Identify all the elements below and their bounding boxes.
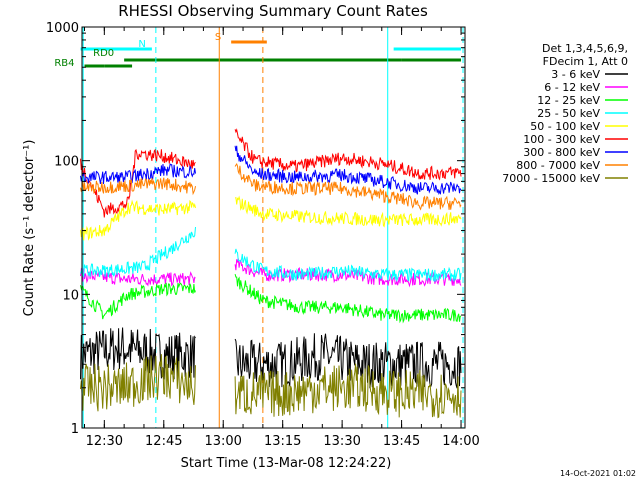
series-line-12-25-kev-pre [80, 282, 196, 320]
legend-label-6-12-kev: 6 - 12 keV [544, 81, 600, 94]
flag-rb4-label: RB4 [54, 58, 74, 69]
x-axis-label: Start Time (13-Mar-08 12:24:22) [181, 456, 392, 471]
legend-label-25-50-kev: 25 - 50 keV [537, 107, 600, 120]
series-layer [80, 128, 462, 419]
flag-rd0-label: RD0 [93, 48, 114, 59]
x-tick-label: 14:00 [442, 434, 479, 449]
axes-layer: 12:30 12:45 13:00 13:15 13:30 13:45 14:00 1 10 10… [46, 21, 480, 449]
legend-label-300-800-kev: 300 - 800 keV [523, 146, 600, 159]
x-tick-label: 12:45 [145, 434, 182, 449]
x-tick-label: 13:15 [264, 434, 301, 449]
series-line-100-300-kev-post [234, 128, 462, 181]
series-line-3-6-kev-pre [80, 327, 196, 380]
legend-label-7000-15000-kev: 7000 - 15000 keV [502, 172, 600, 185]
x-tick-label: 13:45 [383, 434, 420, 449]
y-axis-label: Count Rate (s⁻¹ detector⁻¹) [22, 140, 37, 317]
series-line-300-800-kev-post [234, 145, 462, 195]
y-tick-label: 1000 [46, 21, 79, 36]
legend-label-50-100-kev: 50 - 100 keV [530, 120, 600, 133]
legend-header-line-1: Det 1,3,4,5,6,9, [542, 42, 628, 55]
series-line-7000-15000-kev-post [234, 363, 462, 419]
y-tick-label: 100 [54, 155, 79, 170]
series-line-800-7000-kev-post [234, 162, 462, 211]
y-tick-label: 1 [71, 422, 79, 437]
legend-label-3-6-kev: 3 - 6 keV [551, 68, 600, 81]
x-tick-label: 13:00 [204, 434, 241, 449]
series-line-6-12-kev-post [234, 258, 462, 288]
series-line-25-50-kev-pre [80, 226, 196, 278]
series-line-50-100-kev-pre [80, 199, 196, 241]
chart-title: RHESSI Observing Summary Count Rates [118, 2, 428, 20]
y-tick-label: 10 [62, 288, 79, 303]
x-tick-label: 13:30 [323, 434, 360, 449]
series-line-800-7000-kev-pre [80, 177, 196, 196]
flag-n-label: N [138, 39, 145, 50]
x-tick-label: 12:30 [86, 434, 123, 449]
series-line-7000-15000-kev-pre [80, 354, 196, 412]
series-line-12-25-kev-post [234, 273, 462, 324]
legend-label-800-7000-kev: 800 - 7000 keV [516, 159, 600, 172]
plot-frame [81, 26, 466, 429]
flag-s-label: S [215, 32, 221, 43]
legend-header-line-2: FDecim 1, Att 0 [543, 55, 628, 68]
timestamp: 14-Oct-2021 01:02 [560, 469, 636, 478]
series-line-50-100-kev-post [234, 195, 462, 228]
legend-label-100-300-kev: 100 - 300 keV [523, 133, 600, 146]
legend-label-12-25-kev: 12 - 25 keV [537, 94, 600, 107]
series-line-25-50-kev-post [234, 248, 462, 283]
series-line-300-800-kev-pre [80, 163, 196, 185]
series-line-100-300-kev-pre [80, 148, 196, 218]
